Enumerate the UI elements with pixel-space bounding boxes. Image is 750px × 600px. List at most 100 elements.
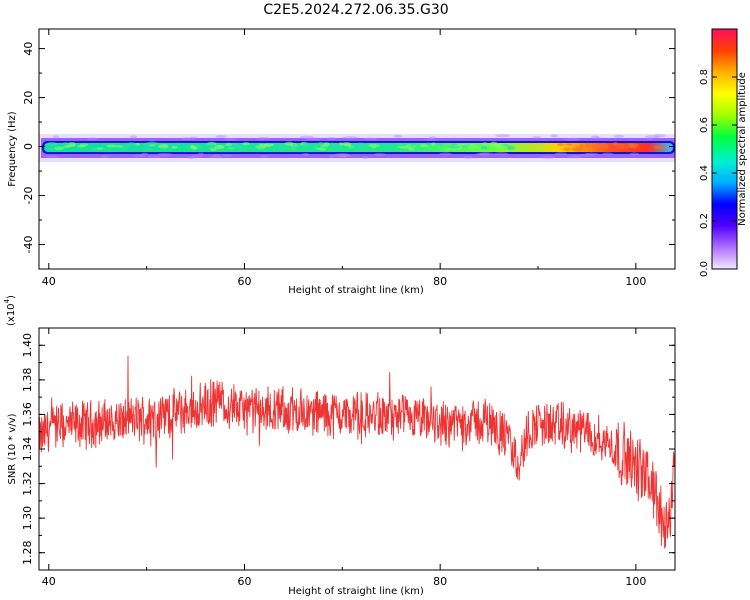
band-speckle [400,146,412,149]
band-speckle [268,143,274,147]
band-halo-speckle [45,155,59,159]
band-halo-speckle [644,135,660,139]
band-speckle [315,147,324,150]
band-halo-speckle [188,156,195,160]
band-speckle [409,143,415,148]
band-halo-speckle [646,137,653,141]
band-speckle [371,146,377,149]
y-multiplier-exponent: 4 [3,298,11,303]
band-speckle [171,145,178,149]
top-x-tick-label: 60 [237,275,251,288]
band-speckle [408,147,415,151]
bottom-x-axis-label: Height of straight line (km) [288,586,424,597]
band-speckle [596,143,603,147]
top-x-axis-label: Height of straight line (km) [288,285,424,296]
band-halo-speckle [602,152,613,156]
band-speckle [332,143,339,147]
top-y-tick-label: 20 [22,91,35,105]
bottom-y-tick-label: 1.40 [21,333,34,358]
band-speckle [106,144,117,148]
band-speckle [534,146,545,150]
bottom-y-tick-label: 1.30 [21,506,34,531]
band-halo-speckle [362,155,369,159]
top-x-tick-label: 80 [433,275,447,288]
band-halo-speckle [197,152,205,156]
band-halo-speckle [212,153,221,157]
colorbar-label: Normalized spectral amplitude [737,72,748,226]
band-speckle [275,147,288,151]
band-speckle [578,144,584,149]
band-speckle [424,142,432,146]
band-halo-speckle [426,137,435,141]
band-halo-speckle [571,155,582,159]
bottom-x-tick-label: 80 [433,575,447,588]
band-halo-speckle [532,136,542,140]
band-speckle [61,142,70,146]
bottom-y-tick-label: 1.28 [21,540,34,565]
band-speckle [616,145,629,150]
band-speckle [590,144,597,149]
band-halo-speckle [463,155,473,159]
bottom-y-axis: 1.40 1.38 1.36 1.34 1.32 1.30 1.28 [21,333,675,571]
band-halo-speckle [133,154,145,158]
band-speckle [434,143,443,146]
band-speckle [355,145,366,151]
band-halo-speckle [362,137,378,141]
band-speckle [209,147,217,151]
band-speckle [368,143,380,148]
band-speckle [600,144,609,149]
snr-series-line [39,355,675,549]
band-speckle [54,146,64,151]
band-speckle [466,144,478,150]
band-speckle [292,143,297,147]
band-halo-speckle [629,152,640,156]
top-y-tick-label: 0 [22,143,35,150]
y-multiplier-label: (x104) [3,295,17,326]
band-halo-speckle [613,134,624,138]
colorbar-tick-label: 0.6 [699,117,710,133]
band-speckle [63,145,71,149]
band-speckle [612,142,619,147]
band-halo-speckle [439,152,452,156]
band-speckle [320,144,329,148]
top-x-tick-label: 40 [42,275,56,288]
band-speckle [492,143,503,146]
band-halo-speckle [373,153,386,157]
band-speckle [186,145,191,149]
top-x-axis: 40 60 80 100 [42,29,646,288]
band-halo-speckle [211,155,223,159]
spectrogram-panel: 40 60 80 100 40 20 0 -20 -40 Height of straight… [7,28,676,296]
colorbar-ticks: 0.8 0.6 0.4 0.2 0.0 [699,69,737,277]
band-halo-speckle [495,134,511,138]
band-speckle [301,143,307,148]
band-halo-speckle [334,153,350,157]
band-halo-speckle [302,153,310,157]
band-speckle [431,142,436,146]
band-speckle [509,145,514,149]
top-y-tick-label: -20 [22,187,35,205]
band-speckle [363,147,371,151]
band-speckle [557,143,564,147]
band-halo-speckle [591,135,600,139]
band-speckle [288,146,299,151]
y-multiplier-close: ) [6,295,17,299]
bottom-y-tick-label: 1.32 [21,471,34,496]
bottom-y-tick-label: 1.36 [21,402,34,427]
bottom-x-tick-label: 100 [625,575,646,588]
top-y-axis: 40 20 0 -20 -40 [22,42,675,253]
bottom-plot-frame [38,327,676,571]
band-speckle [564,143,573,146]
band-halo-speckle [335,154,352,158]
band-halo-speckle [539,155,556,159]
band-speckle [312,144,318,148]
band-halo-speckle [579,153,594,157]
band-speckle [158,144,169,149]
band-speckle [563,147,571,151]
band-halo-speckle [654,134,666,138]
top-x-tick-label: 100 [625,275,646,288]
band-halo-speckle [221,154,233,158]
band-halo-speckle [326,137,337,141]
band-halo-speckle [256,137,271,141]
band-halo-speckle [100,155,109,159]
